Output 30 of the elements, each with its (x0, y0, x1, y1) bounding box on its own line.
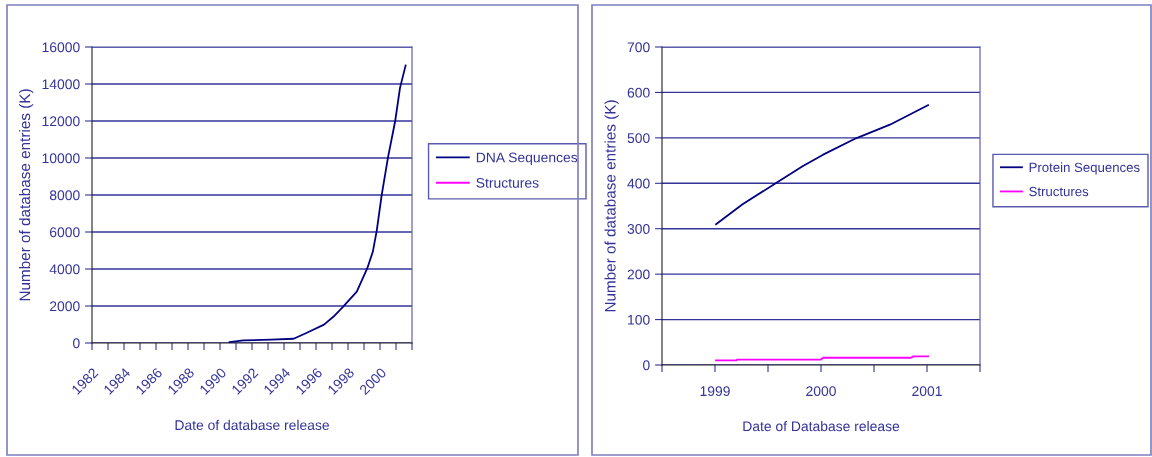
legend-label: Structures (476, 177, 539, 188)
x-tick-label: 1999 (700, 386, 730, 397)
legend-label: Structures (1029, 186, 1089, 197)
x-axis-title: Date of Database release (743, 421, 900, 432)
y-tick-label: 300 (627, 224, 650, 234)
y-tick-label: 100 (628, 314, 650, 325)
y-tick-label: 500 (627, 133, 650, 144)
y-tick-label: 400 (627, 178, 650, 189)
x-axis-title: Date of database release (175, 419, 329, 431)
y-tick-label: 4000 (49, 264, 80, 275)
y-tick-label: 8000 (49, 190, 80, 201)
y-tick-label: 6000 (50, 227, 80, 238)
y-tick-label: 0 (73, 338, 80, 349)
line-series (228, 64, 407, 343)
y-tick-label: 14000 (42, 79, 80, 90)
y-axis-title: Number of database entries (K) (604, 100, 619, 312)
y-tick-label: 2000 (50, 301, 80, 312)
line-series (715, 104, 929, 226)
legend-label: DNA Sequences (476, 152, 578, 166)
y-tick-label: 16000 (42, 42, 80, 53)
y-tick-label: 600 (627, 87, 650, 98)
x-tick-label: 2001 (912, 386, 942, 397)
y-tick-label: 0 (643, 360, 650, 371)
y-tick-label: 10000 (42, 153, 80, 164)
y-axis-title: Number of database entries (K) (19, 89, 34, 301)
y-tick-label: 200 (627, 269, 650, 280)
legend-label: Protein Sequences (1029, 162, 1140, 175)
y-tick-label: 700 (627, 42, 650, 53)
x-tick-label: 2000 (806, 386, 836, 397)
y-tick-label: 12000 (42, 116, 80, 127)
